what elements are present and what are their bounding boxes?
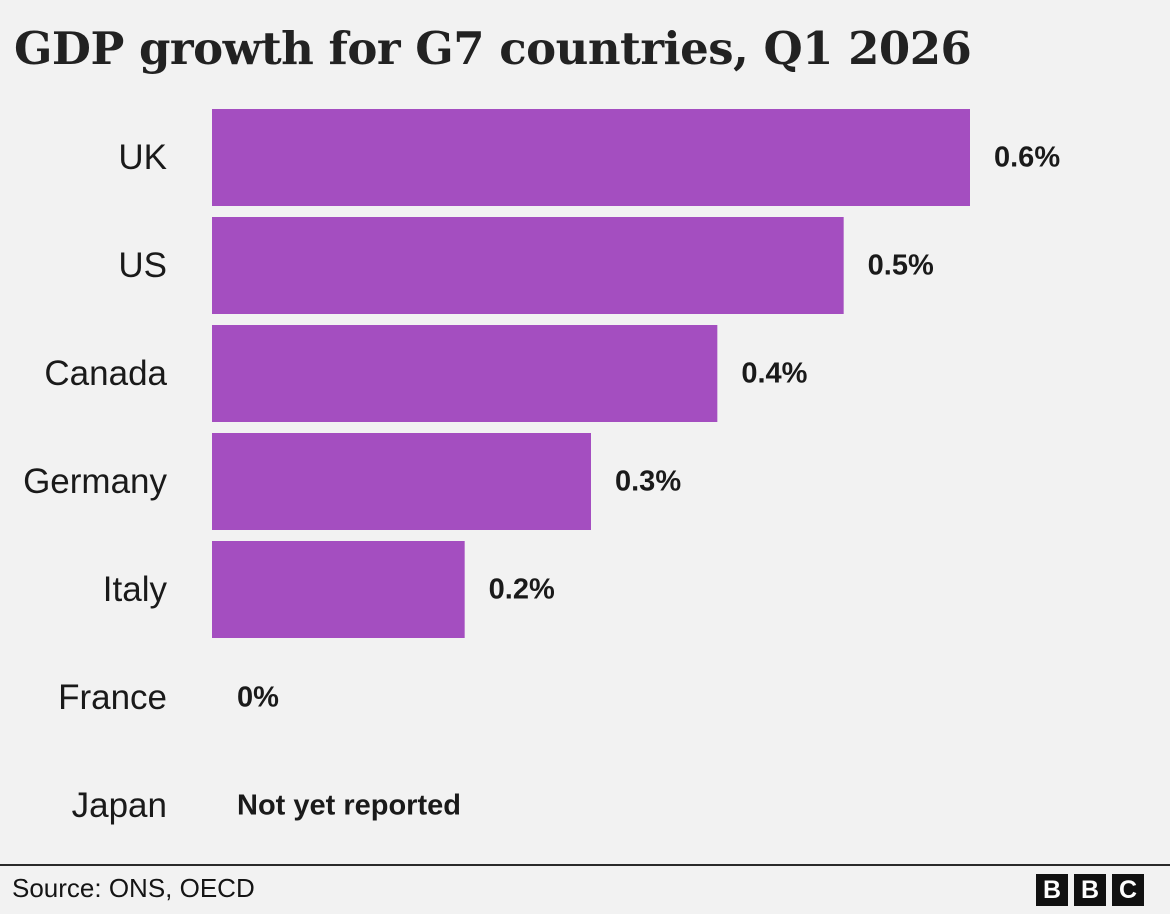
bar-us [212, 217, 844, 314]
value-label-italy: 0.2% [489, 574, 555, 606]
value-label-germany: 0.3% [615, 466, 681, 498]
logo-letter-2: B [1074, 874, 1106, 906]
bar-italy [212, 541, 465, 638]
value-label-japan: Not yet reported [237, 790, 461, 822]
footer-divider [0, 864, 1170, 866]
bbc-logo: B B C [1036, 874, 1144, 906]
category-label-japan: Japan [72, 786, 167, 825]
logo-letter-3: C [1112, 874, 1144, 906]
bar-uk [212, 109, 970, 206]
category-label-uk: UK [118, 138, 167, 177]
value-label-uk: 0.6% [994, 142, 1060, 174]
value-label-france: 0% [237, 682, 279, 714]
source-note: Source: ONS, OECD [12, 873, 255, 903]
chart-title: GDP growth for G7 countries, Q1 2026 [14, 22, 972, 75]
bar-canada [212, 325, 718, 422]
category-label-france: France [58, 678, 167, 717]
category-label-us: US [118, 246, 167, 285]
bar-germany [212, 433, 591, 530]
category-label-germany: Germany [23, 462, 167, 501]
category-label-italy: Italy [103, 570, 168, 609]
value-label-us: 0.5% [868, 250, 934, 282]
value-label-canada: 0.4% [741, 358, 807, 390]
category-label-canada: Canada [44, 354, 167, 393]
logo-letter-1: B [1036, 874, 1068, 906]
bar-chart: UK 0.6% US 0.5% Canada 0.4% Germany 0.3% Italy 0.… [23, 109, 1060, 825]
